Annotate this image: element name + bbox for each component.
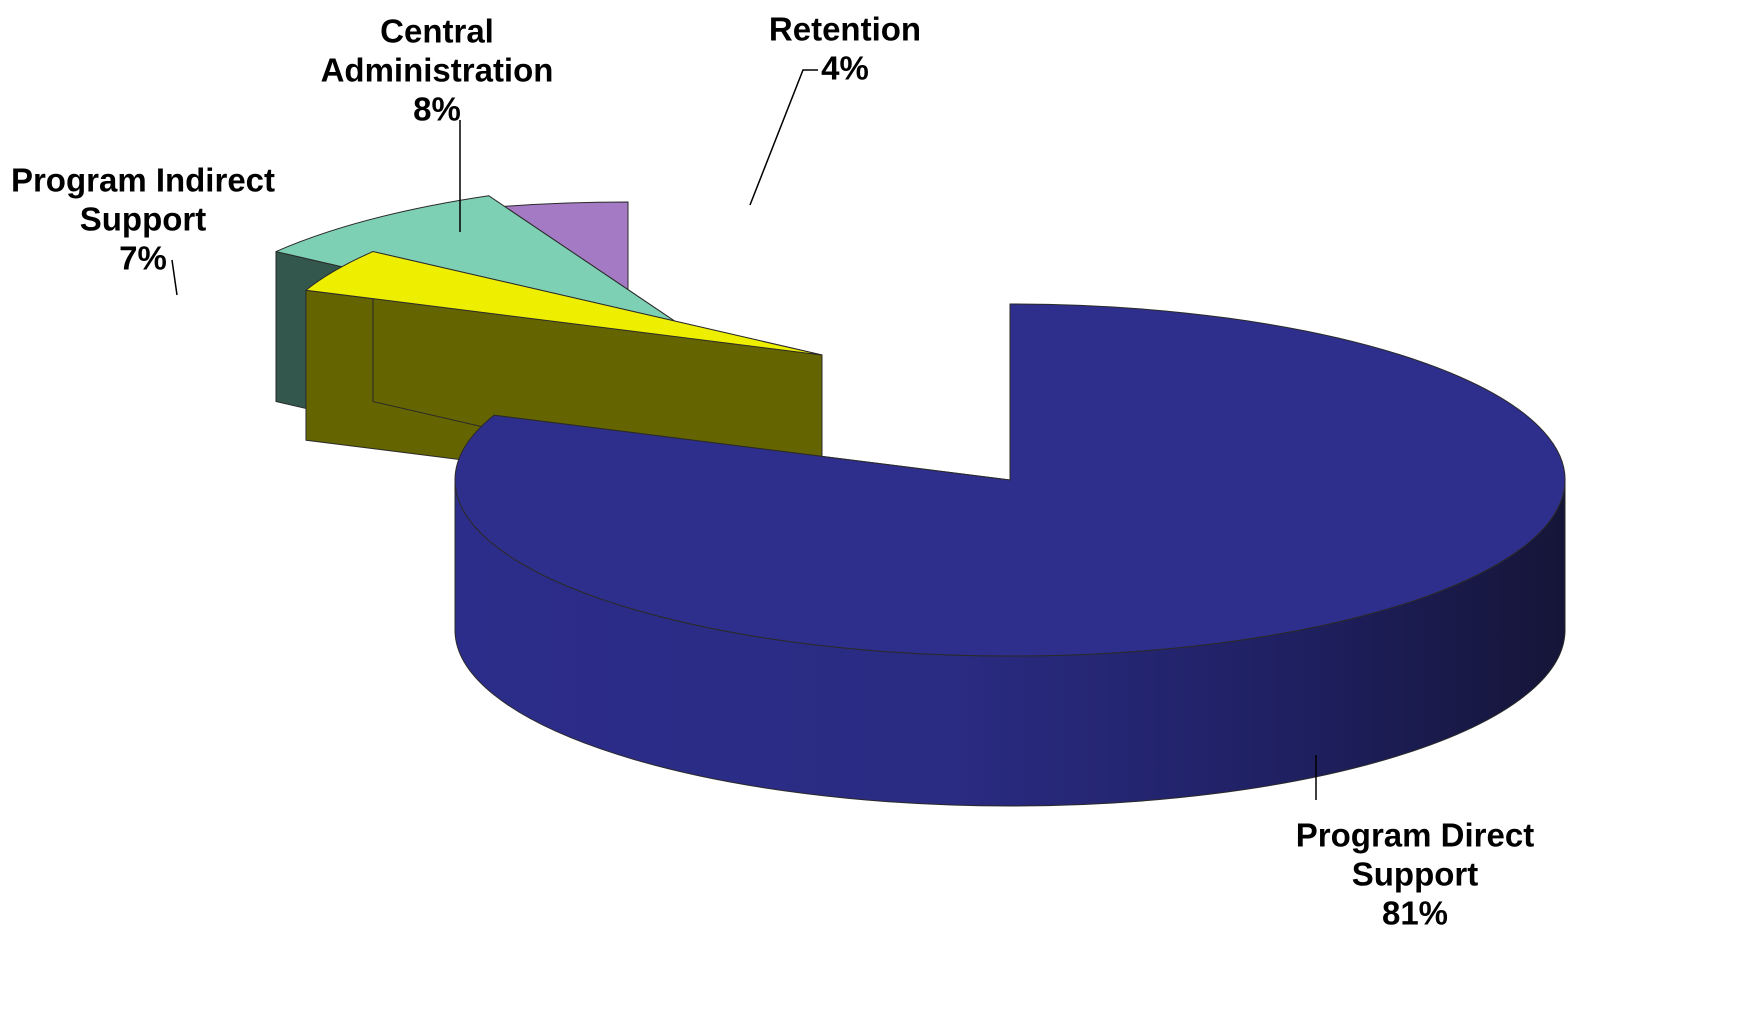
pie-slices [275, 195, 1566, 807]
slice-label-value-3: 7% [119, 240, 167, 277]
slice-0-top [454, 303, 1566, 657]
slice-label-name-0: Support [1352, 856, 1478, 893]
slice-0 [454, 303, 1566, 807]
slice-label-name-2: Administration [321, 52, 554, 89]
slice-label-value-2: 8% [413, 91, 461, 128]
slice-label-value-1: 4% [821, 50, 869, 87]
slice-label-name-1: Retention [769, 11, 921, 48]
slice-label-name-3: Program Indirect [11, 162, 275, 199]
leader-lines [171, 69, 1317, 800]
leader-line-3 [171, 259, 178, 296]
slice-labels: Program DirectSupport81%Retention4%Centr… [11, 11, 1534, 932]
slice-label-name-2: Central [380, 13, 494, 50]
slice-label-value-0: 81% [1382, 895, 1448, 932]
slice-label-name-0: Program Direct [1296, 817, 1534, 854]
leader-line-1 [749, 69, 818, 206]
slice-label-name-3: Support [80, 201, 206, 238]
slice-1-top [305, 251, 823, 356]
